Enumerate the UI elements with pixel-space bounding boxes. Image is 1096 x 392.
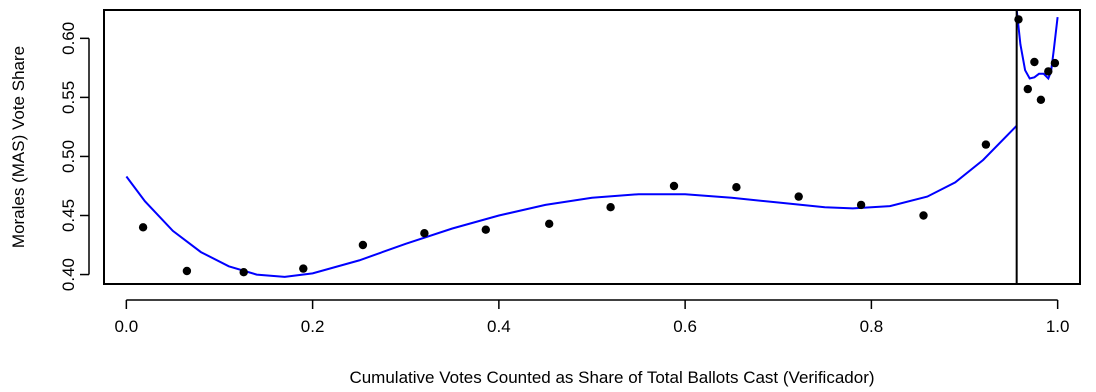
plot-frame [103,9,1081,285]
data-point [669,181,679,191]
data-point [794,192,803,201]
y-tick-label: 0.60 [59,22,78,55]
data-point [1030,57,1039,67]
y-tick-label: 0.40 [59,258,78,291]
data-point [358,240,368,250]
x-tick-label: 0.4 [487,317,511,336]
scatter-points [138,15,1060,277]
data-point [981,140,991,149]
data-point [1014,15,1023,24]
y-tick-label: 0.50 [59,140,78,173]
fit-line-1 [125,125,1018,278]
x-tick-label: 0.2 [301,317,325,336]
data-point [1050,58,1060,68]
y-tick-label: 0.45 [59,199,78,232]
data-point [1036,95,1046,105]
data-point [239,268,248,277]
x-tick-label: 0.0 [115,317,139,336]
data-point [919,211,928,220]
data-point [420,229,429,238]
fit-lines [125,10,1059,278]
x-tick-label: 0.6 [673,317,697,336]
data-point [856,200,866,210]
data-point [138,223,148,232]
data-point [545,219,554,228]
data-point [1023,84,1032,94]
data-point [732,183,741,192]
data-point [1044,67,1053,76]
data-point [481,225,490,234]
x-tick-label: 1.0 [1046,317,1070,336]
x-tick-label: 0.8 [860,317,884,336]
y-axis: 0.40 0.45 0.50 0.55 0.60 [59,22,90,291]
x-axis-label: Cumulative Votes Counted as Share of Tot… [349,368,874,387]
y-tick-label: 0.55 [59,81,78,114]
y-axis-label: Morales (MAS) Vote Share [9,46,28,248]
data-point [606,203,615,212]
fit-line-2 [1015,10,1059,81]
data-point [299,264,308,273]
x-axis: 0.0 0.2 0.4 0.6 0.8 1.0 [115,299,1070,336]
data-point [182,266,192,276]
